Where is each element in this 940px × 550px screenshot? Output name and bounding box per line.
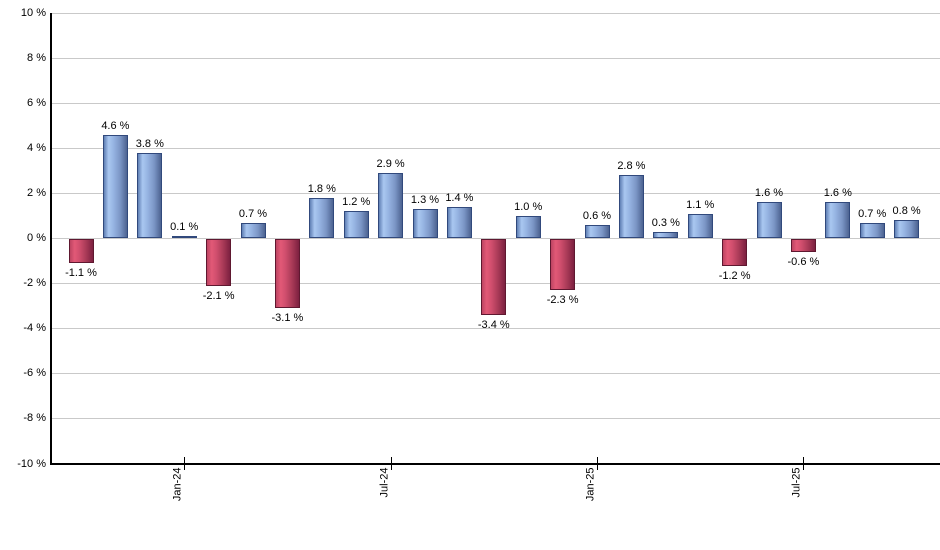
bar-value-label: 0.7 % [858,207,887,220]
bar [274,238,300,309]
y-axis-tick-label: 8 % [27,51,46,64]
x-axis-tick-label: Jul-24 [378,467,391,497]
bar-value-label: 0.7 % [238,207,268,220]
gridline [51,102,940,104]
bar [309,197,335,239]
bar [550,238,576,291]
bar [343,211,369,239]
bar-value-label: 1.0 % [514,200,543,213]
bar [378,173,404,239]
gridline [51,373,940,375]
bar [206,238,232,286]
y-axis-tick-label: 6 % [27,96,46,109]
bar-value-label: -3.4 % [477,319,510,332]
gridline [51,192,940,194]
bar-value-label: 0.1 % [170,221,199,234]
bar [894,220,920,239]
x-axis-line [50,463,940,465]
x-axis-tick-label: Jan-24 [171,467,184,501]
bar [653,231,679,239]
y-axis-tick-label: -8 % [23,412,46,425]
bar-value-label: 1.4 % [445,191,474,204]
bar [137,152,163,239]
bar-value-label: -0.6 % [787,256,820,269]
x-axis-tick-label: Jan-25 [584,467,597,501]
bar-value-label: 2.8 % [617,160,646,173]
bar [722,238,748,266]
bar-value-label: 0.3 % [651,216,680,229]
bar-value-label: -2.1 % [202,289,235,302]
bar-value-label: 1.1 % [686,198,715,211]
bar [790,238,816,253]
gridline [51,147,940,149]
bar [859,222,885,239]
bar [68,238,94,264]
bar-value-label: 1.6 % [823,187,852,200]
bar [102,134,128,239]
y-axis-tick-label: -2 % [23,277,46,290]
gridline [51,12,940,14]
bar [584,224,610,239]
bar [618,175,644,239]
y-axis-tick-label: 2 % [27,186,46,199]
y-axis-line [50,13,52,465]
bar [446,206,472,239]
bar-value-label: 0.8 % [892,205,921,218]
bar [412,209,438,239]
bar [515,215,541,239]
bar-value-label: 1.6 % [754,187,784,200]
gridline [51,57,940,59]
bar [171,236,197,239]
y-axis-tick-label: 4 % [27,141,46,154]
bar-value-label: 1.2 % [342,196,371,209]
bar-value-label: -3.1 % [271,312,304,325]
y-axis-tick-label: 10 % [20,6,46,19]
bar [481,238,507,316]
bar-value-label: -2.3 % [546,294,579,307]
bar-value-label: 4.6 % [101,119,130,132]
y-axis-tick-label: -6 % [23,367,46,380]
bar [756,202,782,239]
bar-value-label: -1.1 % [65,267,97,280]
bar-value-label: 1.3 % [410,194,440,207]
bar-value-label: 2.9 % [376,158,405,171]
bar [240,222,266,239]
x-axis-tick-label: Jul-25 [790,467,803,497]
y-axis-tick-label: 0 % [27,232,46,244]
bar-value-label: 3.8 % [135,137,164,150]
bar [687,213,713,239]
bar-value-label: 1.8 % [307,182,336,195]
y-axis-tick-label: -4 % [23,322,46,335]
y-axis-tick-label: -10 % [17,457,46,470]
bar-value-label: 0.6 % [582,209,612,222]
gridline [51,328,940,330]
bar-value-label: -1.2 % [718,269,751,282]
gridline [51,418,940,420]
bar [825,202,851,239]
